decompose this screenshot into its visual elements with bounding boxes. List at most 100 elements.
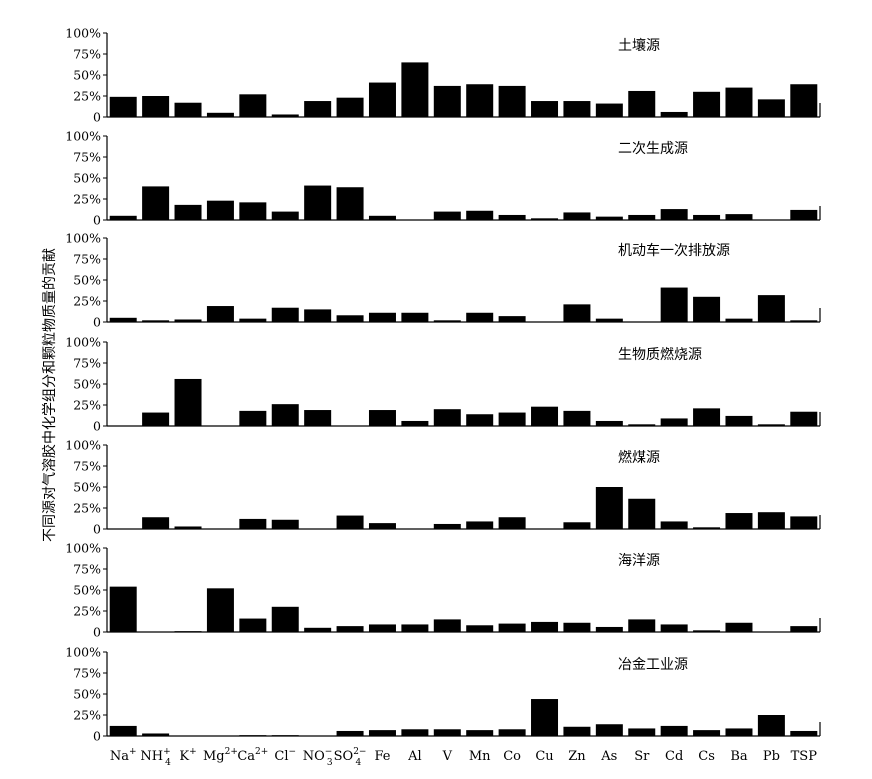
x-tick-label: As (600, 749, 617, 764)
x-tick-label: Cu (535, 749, 553, 764)
y-tick-label: 0 (93, 729, 101, 744)
panel-title: 机动车一次排放源 (618, 242, 730, 259)
bar (433, 320, 461, 322)
y-tick-label: 50% (73, 68, 101, 83)
bar (693, 214, 721, 220)
bar (304, 410, 332, 426)
bar (466, 521, 494, 529)
bar (725, 513, 753, 529)
y-tick-label: 0 (93, 625, 101, 640)
panel-title: 生物质燃烧源 (618, 346, 702, 363)
bar (628, 214, 656, 220)
bar (368, 410, 396, 426)
bar (239, 318, 267, 322)
bar (206, 112, 234, 117)
bar (563, 304, 591, 322)
bar (725, 728, 753, 736)
bar (725, 87, 753, 117)
y-tick-label: 100% (65, 129, 101, 144)
bar (401, 729, 429, 736)
bar (239, 518, 267, 529)
bar (498, 412, 526, 426)
bar (271, 735, 299, 736)
y-tick-label: 25% (73, 294, 101, 309)
bar (498, 517, 526, 529)
bar (433, 409, 461, 426)
bar (466, 210, 494, 220)
bar (142, 733, 170, 736)
bar (595, 487, 623, 529)
bar (628, 619, 656, 632)
bar (563, 622, 591, 632)
bar (304, 309, 332, 322)
bar (466, 730, 494, 736)
bar (563, 101, 591, 117)
bar (174, 378, 202, 426)
bar (109, 586, 137, 632)
bar (433, 729, 461, 736)
bar (271, 211, 299, 220)
bar (498, 623, 526, 632)
x-tick-label: K+ (179, 747, 196, 764)
bar (660, 287, 688, 322)
x-tick-label: Ca2+ (237, 747, 268, 764)
bar (206, 588, 234, 632)
panel-3: 100% 75% 50% 25% 0 机动车一次排放源 (65, 231, 821, 330)
panel-title: 二次生成源 (618, 141, 688, 157)
x-tick-label: Ba (730, 749, 748, 764)
panel-title: 土壤源 (618, 37, 660, 54)
bar (725, 415, 753, 426)
bar (498, 85, 526, 117)
bar (368, 523, 396, 529)
y-tick-label: 0 (93, 522, 101, 537)
bar (206, 306, 234, 322)
bar (628, 90, 656, 117)
bar (595, 724, 623, 736)
bar (660, 111, 688, 117)
y-tick-label: 75% (73, 47, 101, 62)
bar (660, 521, 688, 529)
bar (142, 517, 170, 529)
bar (304, 101, 332, 117)
bar (693, 527, 721, 529)
panel-1: 100% 75% 50% 25% 0 土壤源 (65, 26, 821, 125)
bar (628, 728, 656, 736)
bar (271, 519, 299, 529)
x-tick-label: NH+ 4 (140, 747, 171, 768)
panel-4: 100% 75% 50% 25% 0 生物质燃烧源 (65, 335, 821, 434)
bar (790, 516, 818, 529)
bar (660, 418, 688, 426)
bar (368, 624, 396, 632)
bar (368, 215, 396, 220)
y-tick-label: 25% (73, 89, 101, 104)
y-tick-label: 75% (73, 459, 101, 474)
x-tick-label: TSP (791, 749, 818, 764)
bar (595, 626, 623, 632)
y-tick-label: 0 (93, 419, 101, 434)
panel-5: 100% 75% 50% 25% 0 燃煤源 (65, 438, 821, 537)
bar (693, 630, 721, 632)
x-tick-label: SO2− 4 (334, 747, 367, 768)
panel-6: 100% 75% 50% 25% 0 海洋源 (65, 541, 821, 640)
bar (401, 312, 429, 322)
bar (271, 606, 299, 632)
bar (693, 730, 721, 736)
x-tick-label: Na+ (110, 747, 137, 764)
bar (239, 410, 267, 426)
x-tick-label: V (442, 749, 453, 764)
bar (466, 414, 494, 426)
bar (563, 726, 591, 736)
x-tick-label: Co (503, 749, 521, 764)
bar (498, 316, 526, 322)
bar (433, 619, 461, 632)
y-axis-label: 不同源对气溶胶中化学组分和颗粒物质量的贡献 (41, 248, 58, 542)
bar (790, 626, 818, 632)
bar (466, 84, 494, 117)
bar (595, 318, 623, 322)
x-tick-label: Zn (568, 749, 586, 764)
bar (368, 82, 396, 117)
bar (174, 526, 202, 529)
y-tick-label: 100% (65, 26, 101, 41)
y-tick-label: 0 (93, 110, 101, 125)
